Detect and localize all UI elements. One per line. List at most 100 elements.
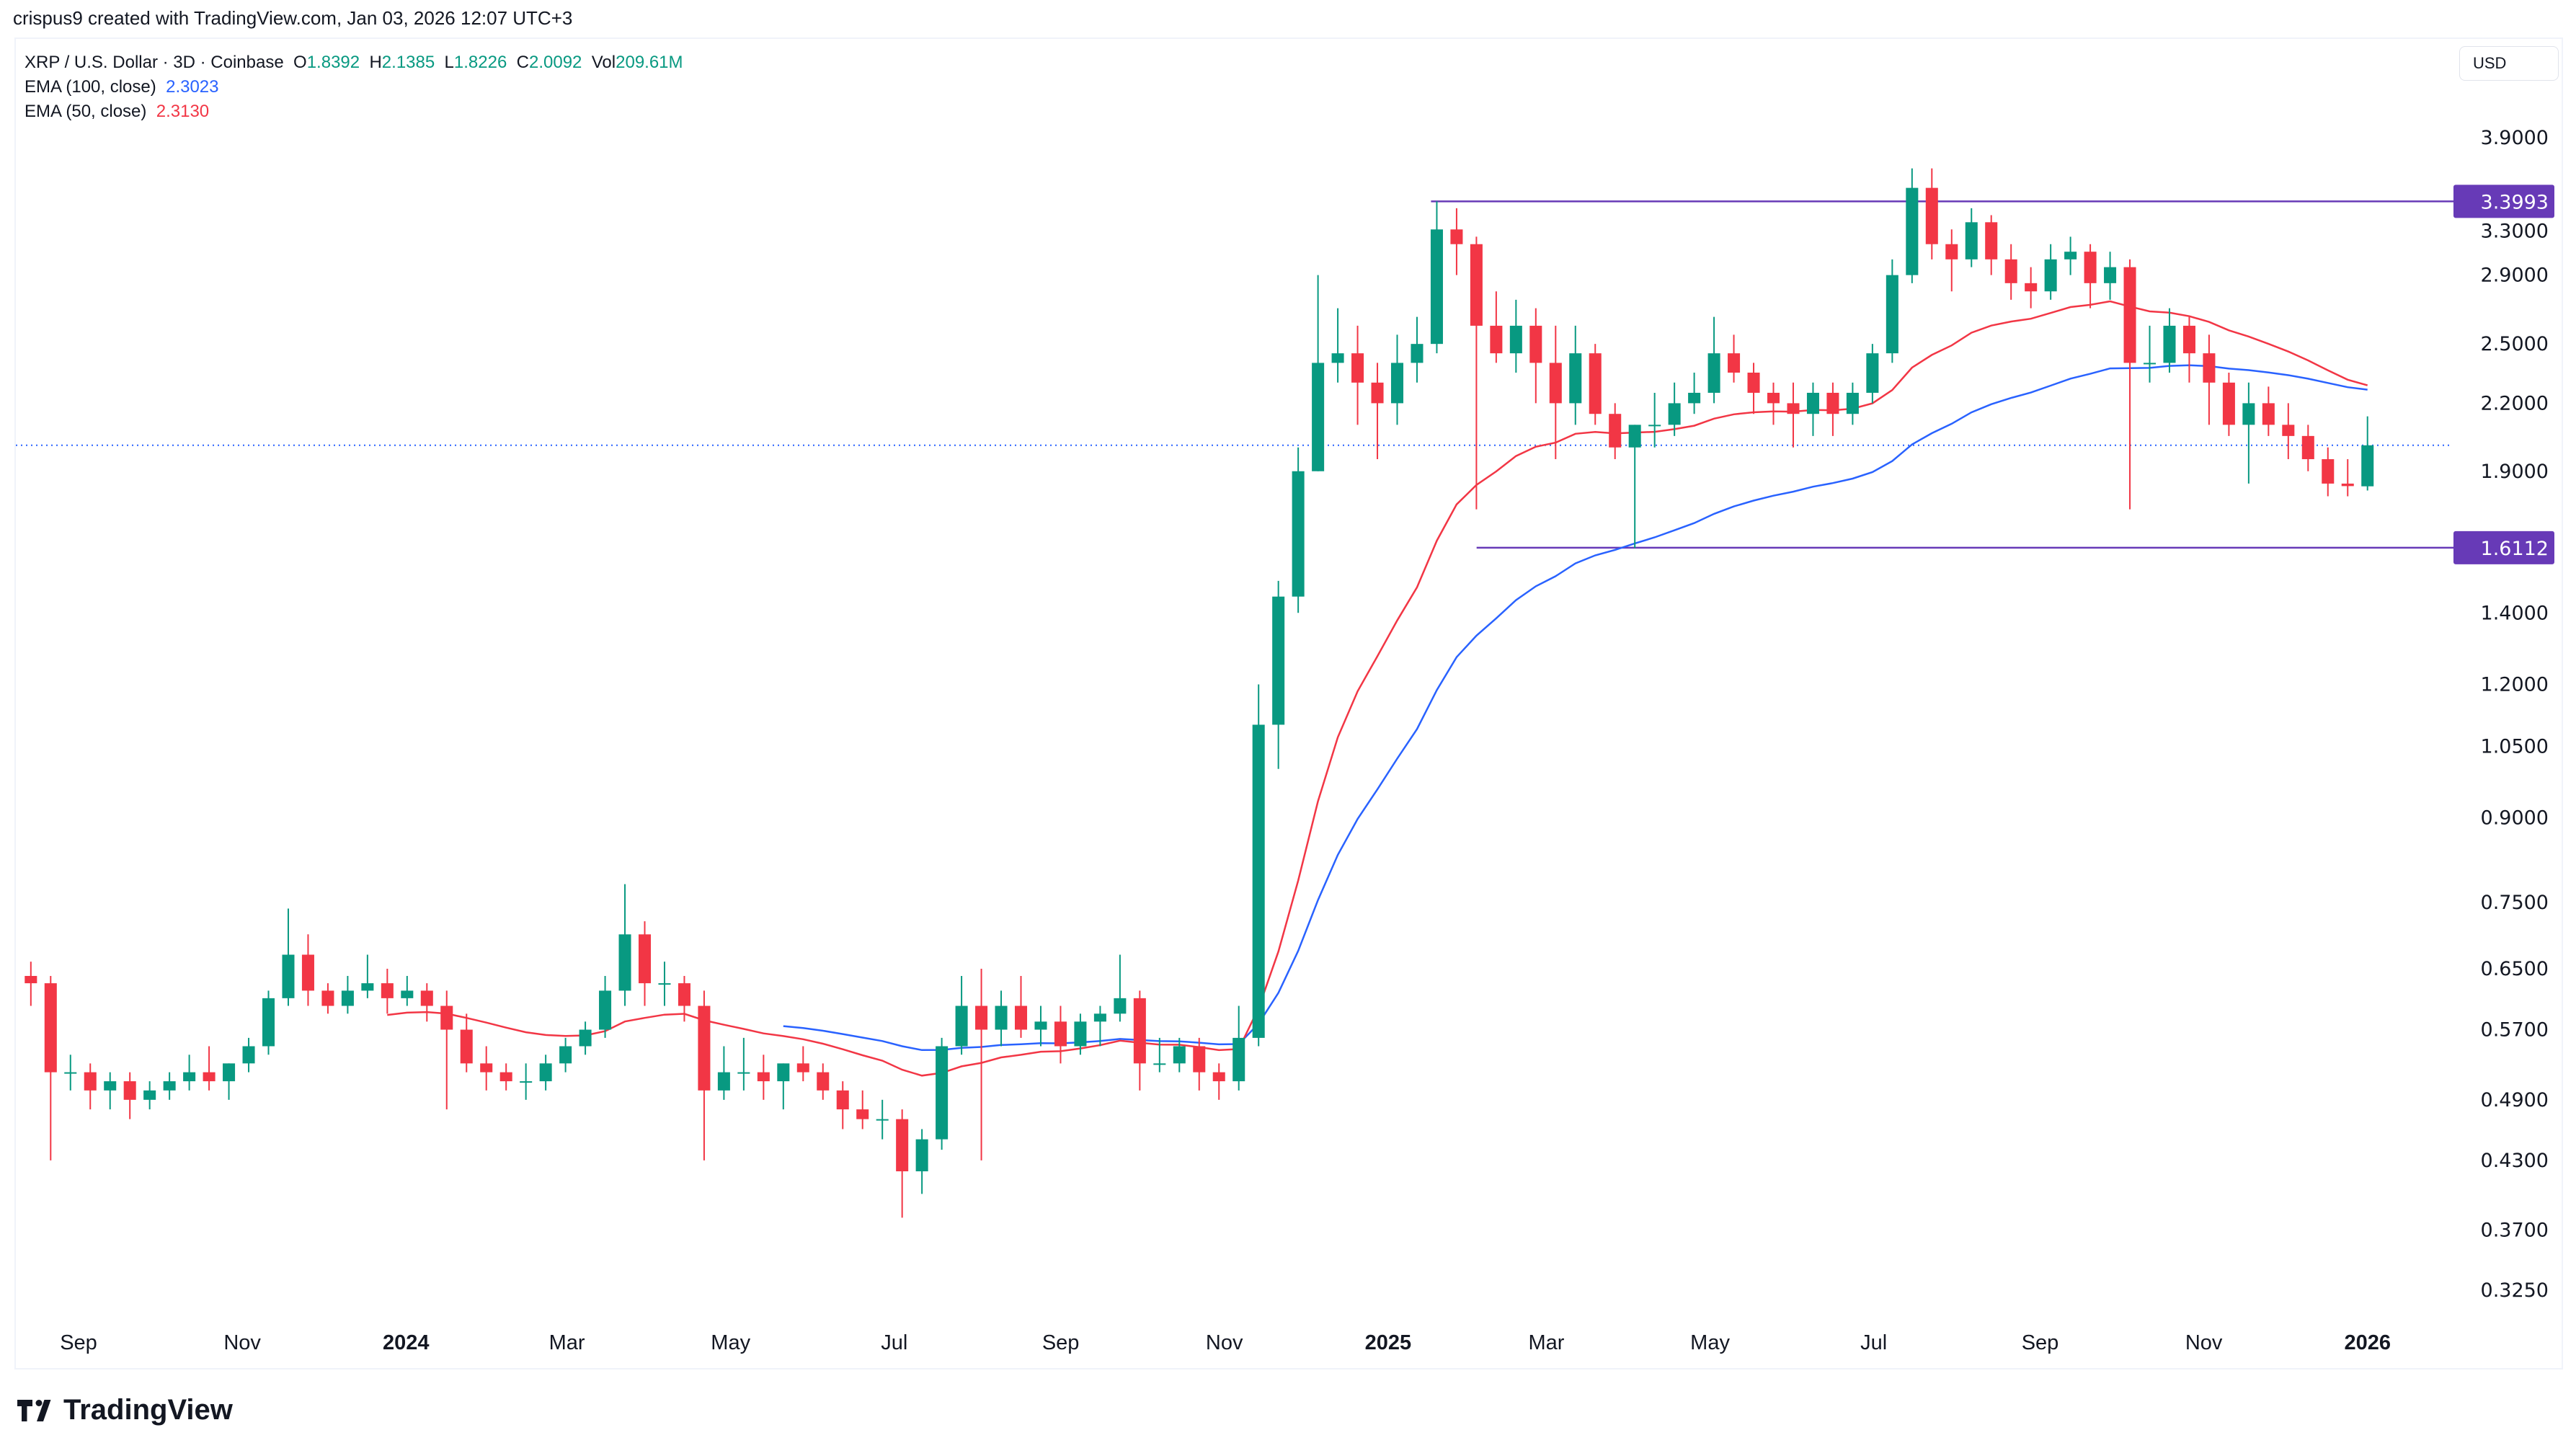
y-tick-label: 1.9000 (2481, 461, 2549, 483)
candle-body (936, 1046, 949, 1140)
candle-body (1529, 325, 1542, 363)
candle-body (1846, 392, 1859, 414)
candle-body (539, 1063, 552, 1082)
y-tick-label: 3.9000 (2481, 127, 2549, 149)
candle-body (480, 1063, 493, 1073)
candle-body (44, 983, 57, 1073)
y-tick-label: 0.3700 (2481, 1220, 2549, 1242)
candle-body (1292, 471, 1305, 597)
candle-body (1668, 403, 1681, 425)
candle-body (995, 1006, 1008, 1030)
candle-body (796, 1063, 809, 1073)
symbol-title[interactable]: XRP / U.S. Dollar · 3D · Coinbase (25, 53, 284, 72)
candle-body (2004, 259, 2017, 283)
ema50-line (387, 300, 2368, 1077)
candle-body (341, 990, 354, 1006)
level-price-badge (2453, 531, 2554, 564)
candle-body (301, 954, 314, 991)
close-value: 2.0092 (529, 53, 582, 72)
candle-body (1925, 187, 1938, 244)
candle-body (975, 1006, 988, 1030)
candle-body (1688, 392, 1701, 404)
candle-body (915, 1139, 928, 1172)
candle-body (499, 1072, 512, 1082)
volume-value: 209.61M (616, 53, 683, 72)
y-tick-label: 3.3000 (2481, 220, 2549, 242)
candle-body (1589, 353, 1602, 414)
candle-body (1787, 403, 1800, 414)
candle-body (1272, 596, 1285, 725)
candle-body (1728, 353, 1741, 373)
candle-body (836, 1090, 849, 1110)
candle-body (2044, 259, 2057, 292)
candle-body (579, 1029, 592, 1047)
x-tick-label: 2025 (1365, 1331, 1412, 1354)
candle-body (1549, 363, 1562, 404)
candle-body (777, 1063, 790, 1082)
x-tick-label: Nov (223, 1331, 261, 1354)
y-tick-label: 0.6500 (2481, 958, 2549, 980)
candle-body (282, 954, 295, 998)
candle-body (876, 1119, 889, 1121)
chart-frame (14, 37, 2563, 1370)
candle-body (1628, 425, 1641, 448)
candle-body (84, 1072, 97, 1091)
candle-body (1648, 425, 1661, 427)
y-tick-label: 0.7500 (2481, 892, 2549, 914)
candle-body (1609, 414, 1622, 448)
candle-body (361, 983, 374, 991)
x-tick-label: Mar (549, 1331, 585, 1354)
candle-body (856, 1109, 869, 1119)
candle-body (1430, 229, 1443, 345)
candle-body (1411, 344, 1424, 363)
candle-body (2341, 483, 2354, 487)
candle-body (1114, 998, 1127, 1014)
candle-body (183, 1072, 196, 1082)
ema100-line (783, 364, 2368, 1052)
ema100-row[interactable]: EMA (100, close) 2.3023 (25, 75, 683, 99)
ema100-label: EMA (100, close) (25, 77, 156, 97)
candle-body (401, 990, 414, 998)
candle-body (2361, 445, 2374, 487)
y-tick-label: 0.3250 (2481, 1279, 2549, 1302)
candle-body (1490, 325, 1503, 354)
candle-body (1193, 1046, 1206, 1073)
candle-body (2222, 382, 2235, 425)
level-price-label: 3.3993 (2481, 191, 2549, 213)
candle-body (1945, 244, 1958, 259)
candle-body (2242, 403, 2255, 425)
ema50-row[interactable]: EMA (50, close) 2.3130 (25, 99, 683, 124)
candle-body (1233, 1037, 1245, 1082)
candle-body (2123, 267, 2136, 363)
low-label: L (444, 53, 454, 72)
candle-body (123, 1081, 136, 1100)
symbol-row: XRP / U.S. Dollar · 3D · Coinbase O1.839… (25, 50, 683, 75)
open-value: 1.8392 (306, 53, 360, 72)
x-tick-label: Jul (1860, 1331, 1887, 1354)
x-tick-label: Jul (881, 1331, 907, 1354)
candle-body (25, 975, 37, 984)
candle-body (2262, 403, 2275, 425)
x-tick-label: May (711, 1331, 750, 1354)
candle-body (2282, 425, 2295, 436)
ema50-value: 2.3130 (156, 102, 210, 121)
currency-button[interactable]: USD (2459, 46, 2559, 81)
level-price-label: 1.6112 (2481, 538, 2549, 560)
candle-body (2025, 283, 2038, 292)
x-tick-label: May (1690, 1331, 1730, 1354)
candle-body (321, 990, 334, 1006)
candle-body (1331, 353, 1344, 363)
candle-body (2064, 252, 2077, 259)
y-tick-label: 1.0500 (2481, 735, 2549, 758)
candle-body (143, 1090, 156, 1100)
candle-body (2322, 459, 2335, 484)
candle-body (717, 1072, 730, 1091)
candle-body (2301, 435, 2314, 460)
x-tick-label: Sep (2022, 1331, 2059, 1354)
candle-body (1093, 1013, 1106, 1022)
candle-body (2163, 325, 2176, 363)
y-tick-label: 0.4300 (2481, 1150, 2549, 1172)
candle-body (1886, 275, 1898, 354)
candle-body (1906, 187, 1919, 275)
